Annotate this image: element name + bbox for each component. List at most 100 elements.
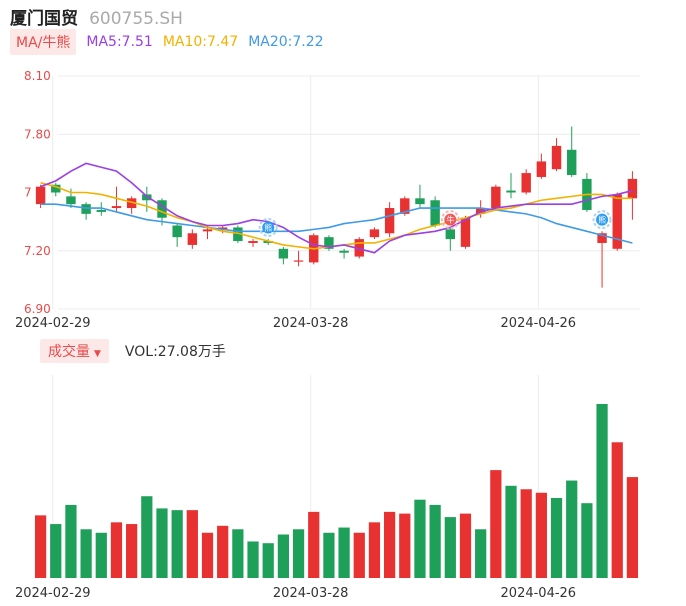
bear-signal-dot [596, 213, 609, 226]
x-date-label: 2024-03-28 [273, 586, 349, 601]
volume-bar[interactable] [110, 522, 123, 578]
volume-indicator-selector[interactable]: 成交量 ▼ [40, 339, 109, 363]
volume-bar[interactable] [247, 541, 259, 578]
volume-bar[interactable] [65, 504, 77, 578]
candle-body[interactable] [627, 178, 638, 199]
stock-code: 600755.SH [89, 9, 183, 29]
candle-body[interactable] [551, 145, 562, 170]
volume-bar[interactable] [126, 524, 138, 578]
signal-glyph: 牛 [446, 215, 454, 225]
volume-bar[interactable] [429, 504, 441, 578]
candle-body[interactable] [293, 260, 304, 262]
candle-body[interactable] [597, 233, 607, 243]
volume-bar[interactable] [611, 442, 623, 578]
candle-body[interactable] [142, 194, 152, 201]
candle-body[interactable] [445, 229, 456, 240]
x-date-label: 2024-04-26 [501, 586, 577, 601]
y-tick-label: 7.20 [24, 244, 51, 258]
volume-bar[interactable] [141, 496, 153, 578]
volume-bar[interactable] [232, 529, 244, 578]
volume-bar[interactable] [596, 404, 608, 578]
volume-bar[interactable] [156, 508, 168, 578]
candle-body[interactable] [233, 227, 243, 242]
candle-body[interactable] [217, 227, 228, 230]
bull-signal-icon[interactable] [440, 210, 460, 230]
candle-body[interactable] [172, 225, 182, 238]
volume-bar[interactable] [186, 510, 198, 578]
candle-body[interactable] [354, 239, 364, 257]
candle-body[interactable] [187, 233, 198, 245]
volume-bar[interactable] [520, 489, 532, 578]
candle-body[interactable] [506, 190, 516, 193]
volume-bar[interactable] [535, 492, 547, 578]
candle-body[interactable] [126, 198, 137, 209]
volume-bar[interactable] [338, 527, 350, 578]
candle-body[interactable] [263, 241, 273, 243]
bear-signal-icon[interactable] [258, 217, 278, 237]
candle-body[interactable] [384, 208, 395, 234]
stock-name: 厦门国贸 [10, 9, 78, 29]
candle-body[interactable] [567, 149, 577, 176]
candle-body[interactable] [157, 200, 167, 218]
ma20-line [40, 203, 633, 244]
volume-bar[interactable] [262, 543, 274, 578]
candle-body[interactable] [111, 206, 122, 209]
volume-bar[interactable] [444, 517, 456, 578]
candle-body[interactable] [400, 198, 410, 214]
volume-bar[interactable] [566, 480, 578, 578]
volume-bar[interactable] [368, 522, 381, 578]
candle-body[interactable] [96, 209, 106, 212]
volume-bar[interactable] [581, 503, 593, 578]
candle-body[interactable] [460, 217, 471, 247]
volume-bar[interactable] [201, 532, 214, 578]
volume-value: VOL:27.08万手 [124, 344, 226, 360]
candle-body[interactable] [491, 186, 501, 209]
candle-body[interactable] [536, 161, 547, 177]
candle-body[interactable] [51, 184, 61, 193]
volume-bar[interactable] [399, 513, 411, 578]
candle-body[interactable] [81, 204, 91, 214]
volume-bar[interactable] [475, 529, 487, 578]
volume-bar[interactable] [308, 511, 320, 578]
volume-bar[interactable] [383, 511, 396, 578]
volume-bar[interactable] [414, 499, 426, 578]
volume-bar[interactable] [50, 524, 62, 578]
y-tick-label: 7 [24, 186, 32, 200]
candle-body[interactable] [248, 241, 258, 243]
volume-bar[interactable] [323, 532, 335, 578]
volume-bar[interactable] [34, 515, 47, 578]
volume-bar[interactable] [171, 510, 183, 578]
bear-signal-icon[interactable] [592, 210, 612, 230]
ma20-label: MA20:7.22 [248, 34, 324, 50]
x-date-label: 2024-04-26 [501, 316, 577, 331]
candle-body[interactable] [66, 196, 76, 205]
candle-body[interactable] [415, 198, 425, 205]
candle-body[interactable] [339, 250, 349, 253]
candle-body[interactable] [612, 194, 622, 249]
volume-bar[interactable] [550, 497, 563, 578]
volume-bar[interactable] [80, 529, 92, 578]
volume-bar[interactable] [277, 534, 290, 579]
candle-body[interactable] [278, 248, 289, 259]
volume-bar[interactable] [95, 532, 107, 578]
candle-body[interactable] [324, 237, 334, 249]
x-date-label: 2024-03-28 [273, 316, 349, 331]
volume-bar[interactable] [490, 470, 502, 578]
ma5-line [40, 162, 633, 254]
volume-bar[interactable] [459, 513, 472, 578]
candle-body[interactable] [369, 229, 380, 238]
volume-bar[interactable] [505, 485, 517, 578]
ma-indicator-selector[interactable]: MA/牛熊 [10, 29, 77, 55]
volume-bar[interactable] [353, 532, 365, 578]
volume-bar[interactable] [626, 477, 639, 578]
volume-bar[interactable] [217, 525, 229, 578]
candle-body[interactable] [475, 208, 486, 214]
candle-body[interactable] [202, 229, 213, 232]
ma-legend: MA/牛熊 MA5:7.51 MA10:7.47 MA20:7.22 [10, 29, 324, 55]
volume-bar[interactable] [292, 529, 305, 578]
candle-body[interactable] [430, 200, 440, 226]
y-tick-label: 7.80 [24, 127, 51, 141]
candle-body[interactable] [35, 186, 46, 205]
candle-body[interactable] [521, 173, 531, 193]
